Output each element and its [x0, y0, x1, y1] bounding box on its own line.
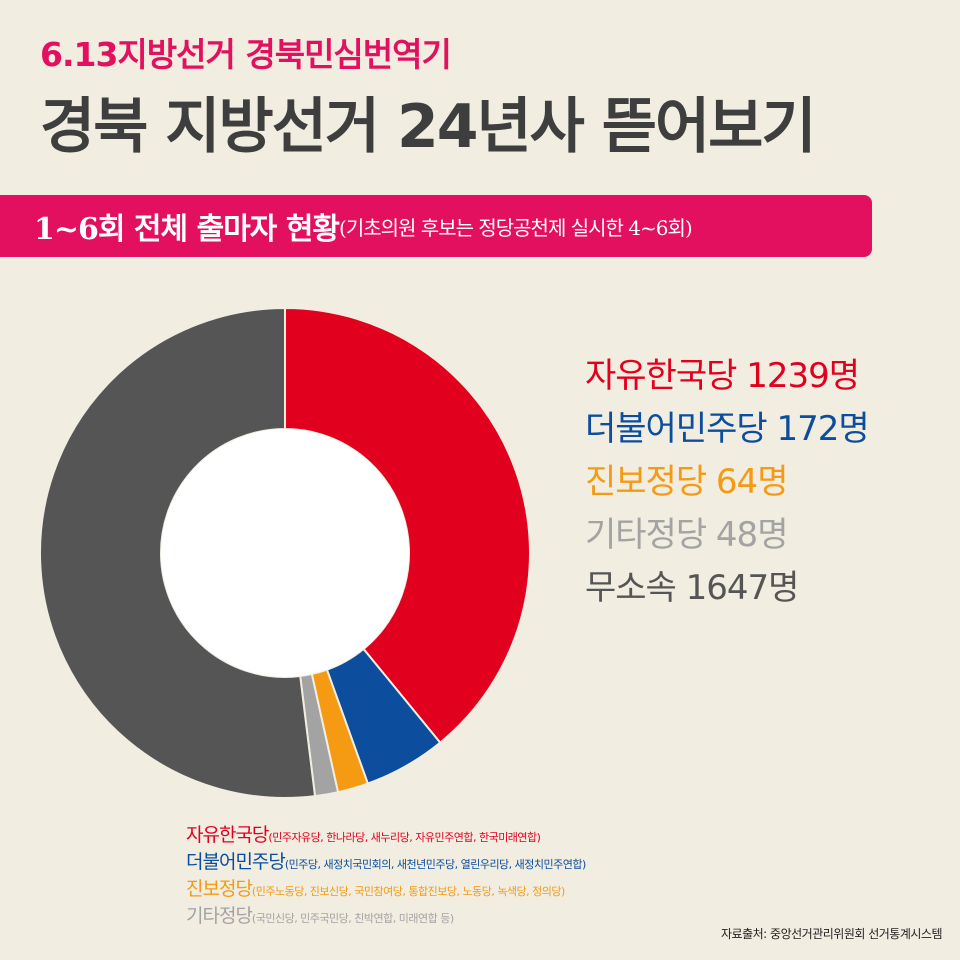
party-lineage-notes: 자유한국당(민주자유당, 한나라당, 새누리당, 자유민주연합, 한국미래연합)…: [186, 822, 586, 930]
party-note-name: 기타정당: [186, 905, 253, 927]
banner-title: 1~6회 전체 출마자 현황: [34, 212, 340, 247]
legend-item-other-parties: 기타정당 48명: [585, 515, 788, 555]
party-note-name: 진보정당: [186, 878, 253, 900]
donut-chart: [39, 306, 531, 799]
legend-item-progressive: 진보정당 64명: [585, 462, 788, 502]
chart-legend: 자유한국당 1239명 더불어민주당 172명 진보정당 64명 기타정당 48…: [585, 350, 870, 615]
legend-item-independent: 무소속 1647명: [585, 568, 799, 608]
party-note-name: 자유한국당: [186, 824, 269, 846]
party-note-members: (민주노동당, 진보신당, 국민참여당, 통합진보당, 노동당, 녹색당, 정의…: [251, 885, 565, 898]
party-note-members: (국민신당, 민주국민당, 친박연합, 미래연합 등): [251, 912, 454, 925]
kicker-title: 6.13지방선거 경북민심번역기: [40, 35, 452, 74]
party-note: 더불어민주당(민주당, 새정치국민회의, 새천년민주당, 열린우리당, 새정치민…: [186, 849, 586, 876]
banner-note: (기초의원 후보는 정당공천제 실시한 4~6회): [339, 215, 693, 240]
party-note: 자유한국당(민주자유당, 한나라당, 새누리당, 자유민주연합, 한국미래연합): [186, 822, 586, 849]
data-source: 자료출처: 중앙선거관리위원회 선거통계시스템: [721, 927, 942, 941]
legend-item-democratic: 더불어민주당 172명: [585, 409, 870, 449]
headline: 경북 지방선거 24년사 뜯어보기: [40, 92, 817, 162]
legend-item-liberty-korea: 자유한국당 1239명: [585, 356, 860, 396]
party-note-name: 더불어민주당: [186, 851, 286, 873]
party-note: 진보정당(민주노동당, 진보신당, 국민참여당, 통합진보당, 노동당, 녹색당…: [186, 876, 586, 903]
party-note: 기타정당(국민신당, 민주국민당, 친박연합, 미래연합 등): [186, 903, 586, 930]
section-banner: 1~6회 전체 출마자 현황 (기초의원 후보는 정당공천제 실시한 4~6회): [0, 195, 872, 257]
donut-hole: [161, 429, 409, 677]
party-note-members: (민주자유당, 한나라당, 새누리당, 자유민주연합, 한국미래연합): [268, 831, 541, 844]
party-note-members: (민주당, 새정치국민회의, 새천년민주당, 열린우리당, 새정치민주연합): [284, 858, 586, 871]
